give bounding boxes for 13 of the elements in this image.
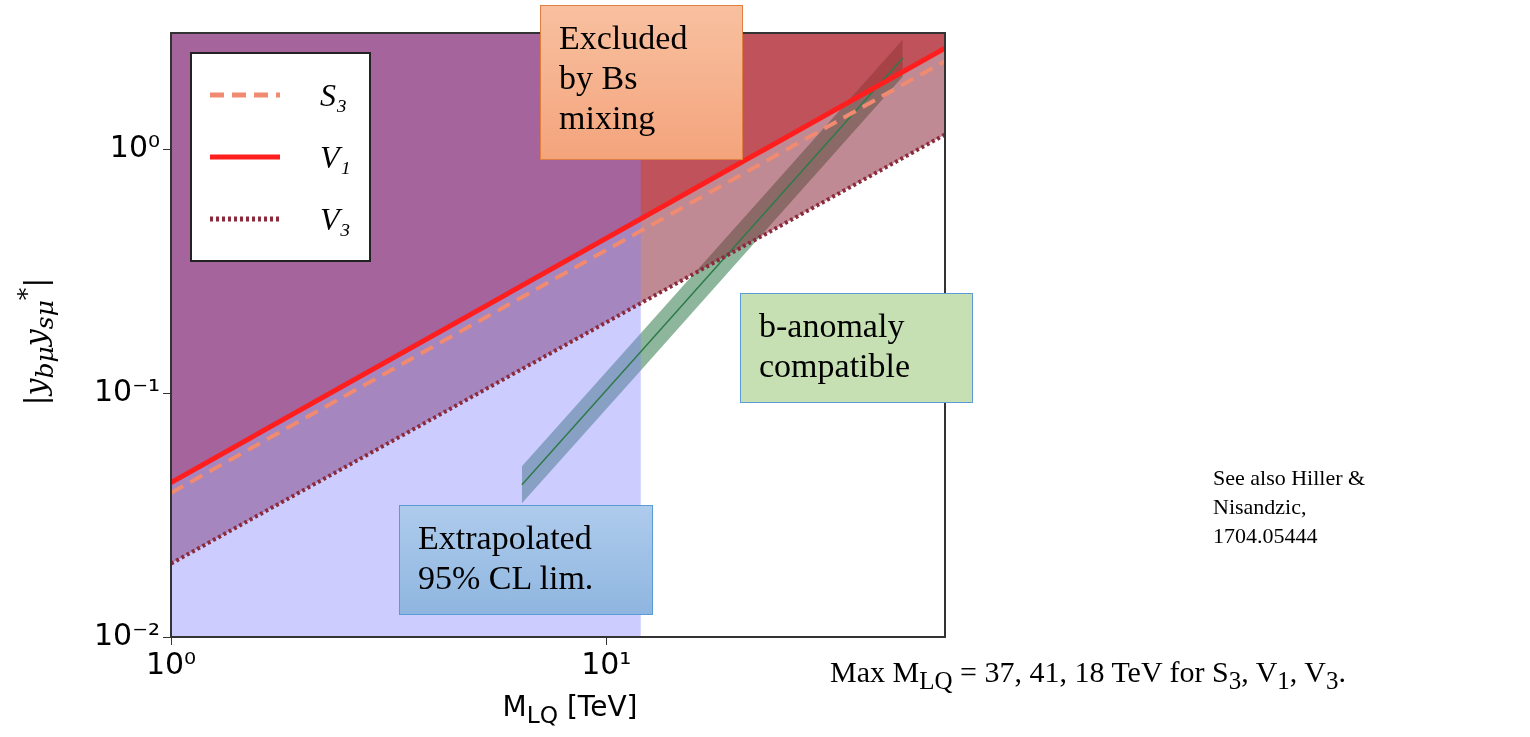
- y-tick-label: 10⁰: [109, 129, 160, 165]
- band-label: Extrapolated 95% CL lim.: [399, 505, 653, 615]
- legend-label: V₁: [320, 138, 351, 176]
- y-tick-label: 10⁻¹: [93, 372, 160, 408]
- legend-label: V₃: [320, 200, 351, 238]
- annotation: b-anomaly compatible: [740, 293, 973, 403]
- text: See also Hiller & Nisandzic, 1704.05444: [1213, 464, 1367, 550]
- text: Max M$_{LQ}$ = 37, 41, 18 TeV for S$_{3}$, V$_{1}$, V$_{3}$.: [830, 655, 1346, 694]
- legend-label: S₃: [320, 76, 348, 114]
- x-tick-label: 10¹: [581, 645, 632, 681]
- y-tick-label: 10⁻²: [93, 616, 160, 652]
- annotation: Excluded by Bs mixing: [540, 5, 743, 160]
- x-axis-title: M$_{LQ}$ [TeV]: [501, 690, 639, 729]
